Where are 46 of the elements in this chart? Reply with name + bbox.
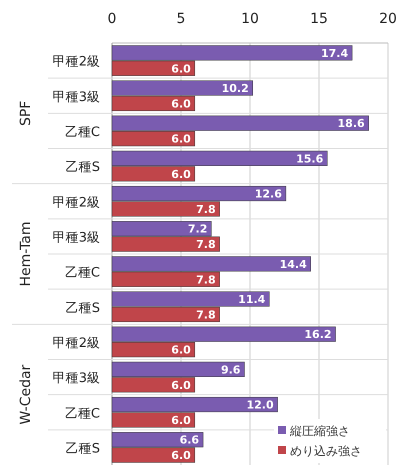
data-label: 11.4 <box>238 293 266 306</box>
y-tick-label: 乙種S <box>66 160 100 176</box>
y-tick-label: 乙種S <box>66 300 100 316</box>
y-tick-label: 甲種2級 <box>52 195 100 210</box>
data-label: 6.0 <box>171 378 192 392</box>
y-tick-label: 乙種C <box>64 406 100 422</box>
x-tick-label: 0 <box>108 11 116 27</box>
x-tick-label: 15 <box>310 11 328 27</box>
y-tick-label: 乙種C <box>64 124 100 140</box>
data-label: 7.2 <box>188 222 208 236</box>
y-tick-label: 甲種2級 <box>52 54 100 70</box>
data-label: 6.0 <box>171 132 192 146</box>
data-label: 10.2 <box>222 82 249 96</box>
y-tick-label: 甲種3級 <box>52 90 100 105</box>
data-label: 7.8 <box>196 308 216 322</box>
data-label: 18.6 <box>338 117 366 130</box>
data-label: 16.2 <box>304 328 332 342</box>
data-label: 15.6 <box>296 152 324 166</box>
data-label: 17.4 <box>320 46 348 60</box>
data-label: 6.0 <box>171 97 192 110</box>
data-label: 9.6 <box>220 363 241 376</box>
data-label: 6.0 <box>171 62 192 76</box>
x-tick-label: 10 <box>241 11 259 27</box>
y-tick-label: 甲種3級 <box>52 371 100 386</box>
data-label: 6.0 <box>171 449 192 462</box>
data-label: 7.8 <box>196 273 216 286</box>
data-label: 6.6 <box>180 434 200 447</box>
x-tick-label: 20 <box>379 11 397 27</box>
data-label: 14.4 <box>280 258 308 271</box>
y-tick-label: 乙種S <box>66 441 100 456</box>
data-label: 6.0 <box>171 168 192 181</box>
y-tick-label: 甲種2級 <box>52 336 100 351</box>
y-tick-label: 甲種3級 <box>52 230 100 246</box>
data-label: 7.8 <box>196 238 216 252</box>
data-label: 6.0 <box>171 344 192 357</box>
legend-label: 縦圧縮強さ <box>289 424 350 438</box>
data-label: 12.0 <box>246 398 274 412</box>
data-label: 7.8 <box>196 202 216 216</box>
text: W-Cedar <box>18 364 34 425</box>
text: Hem-Tam <box>18 222 34 286</box>
text: SPF <box>18 100 34 126</box>
data-label: 12.6 <box>254 188 282 201</box>
data-label: 6.0 <box>171 414 192 427</box>
x-tick-label: 5 <box>176 11 186 27</box>
y-tick-label: 乙種C <box>64 266 100 281</box>
legend-label: めり込み強さ <box>290 444 362 458</box>
